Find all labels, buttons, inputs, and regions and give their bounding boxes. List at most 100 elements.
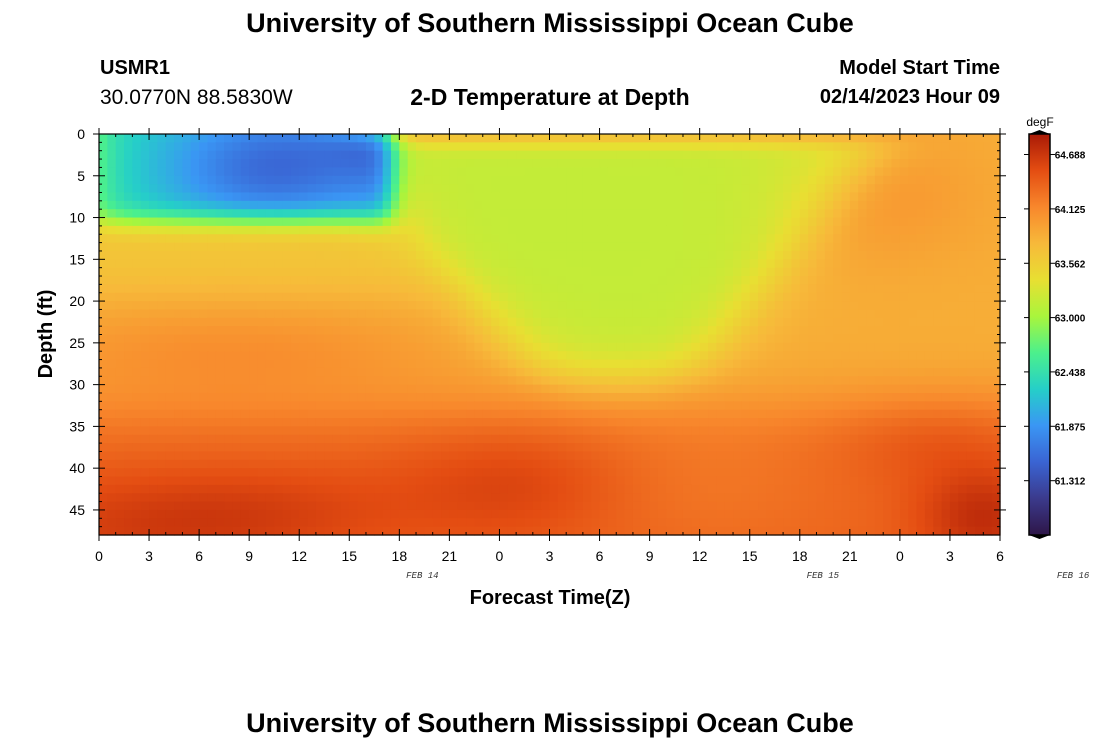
heatmap-cell xyxy=(290,434,300,444)
heatmap-cell xyxy=(983,184,993,194)
heatmap-cell xyxy=(174,217,184,227)
heatmap-cell xyxy=(616,351,626,361)
heatmap-cell xyxy=(299,267,309,277)
heatmap-cell xyxy=(657,267,667,277)
heatmap-cell xyxy=(991,376,1001,386)
heatmap-cell xyxy=(140,484,150,494)
heatmap-cell xyxy=(874,167,884,177)
heatmap-cell xyxy=(699,267,709,277)
heatmap-cell xyxy=(858,384,868,394)
heatmap-cell xyxy=(958,284,968,294)
heatmap-cell xyxy=(883,225,893,235)
heatmap-cell xyxy=(441,317,450,327)
heatmap-cell xyxy=(140,234,150,244)
heatmap-cell xyxy=(532,292,542,302)
heatmap-cell xyxy=(299,468,309,478)
heatmap-cell xyxy=(332,159,342,169)
heatmap-cell xyxy=(858,484,868,494)
heatmap-cell xyxy=(557,317,567,327)
heatmap-cell xyxy=(699,334,709,344)
heatmap-cell xyxy=(399,509,409,519)
heatmap-cell xyxy=(808,434,818,444)
heatmap-cell xyxy=(474,342,484,352)
heatmap-cell xyxy=(974,468,984,478)
heatmap-cell xyxy=(641,326,651,336)
heatmap-cell xyxy=(474,326,484,336)
heatmap-cell xyxy=(307,401,317,411)
heatmap-cell xyxy=(174,434,184,444)
heatmap-cell xyxy=(816,351,826,361)
heatmap-cell xyxy=(407,459,417,469)
heatmap-cell xyxy=(491,451,501,461)
heatmap-cell xyxy=(891,326,901,336)
heatmap-cell xyxy=(849,443,859,453)
heatmap-cell xyxy=(891,167,901,177)
heatmap-cell xyxy=(424,267,434,277)
heatmap-cell xyxy=(340,409,350,419)
heatmap-cell xyxy=(883,342,893,352)
heatmap-cell xyxy=(591,409,601,419)
heatmap-cell xyxy=(532,451,542,461)
heatmap-cell xyxy=(874,468,884,478)
heatmap-cell xyxy=(774,459,784,469)
heatmap-cell xyxy=(149,459,158,469)
heatmap-cell xyxy=(382,409,392,419)
heatmap-cell xyxy=(958,376,968,386)
heatmap-cell xyxy=(607,317,617,327)
heatmap-cell xyxy=(532,142,542,152)
heatmap-cell xyxy=(249,159,259,169)
heatmap-cell xyxy=(332,276,342,285)
heatmap-cell xyxy=(215,359,225,369)
heatmap-cell xyxy=(599,426,609,436)
heatmap-cell xyxy=(140,509,150,519)
heatmap-cell xyxy=(399,451,409,461)
heatmap-cell xyxy=(207,159,217,169)
heatmap-cell xyxy=(399,159,409,169)
heatmap-cell xyxy=(791,234,801,244)
heatmap-cell xyxy=(733,250,742,260)
heatmap-cell xyxy=(124,418,133,427)
heatmap-cell xyxy=(224,501,234,511)
heatmap-cell xyxy=(265,250,275,260)
heatmap-cell xyxy=(182,184,192,194)
heatmap-cell xyxy=(491,501,501,511)
heatmap-cell xyxy=(557,509,567,519)
heatmap-cell xyxy=(891,317,901,327)
heatmap-cell xyxy=(632,217,642,227)
heatmap-cell xyxy=(708,192,717,202)
heatmap-cell xyxy=(340,284,350,294)
heatmap-cell xyxy=(716,184,726,194)
heatmap-cell xyxy=(532,309,542,319)
heatmap-cell xyxy=(132,259,142,269)
heatmap-cell xyxy=(299,200,309,210)
heatmap-cell xyxy=(232,451,242,461)
heatmap-cell xyxy=(983,359,993,369)
heatmap-cell xyxy=(958,392,968,402)
heatmap-cell xyxy=(399,384,409,394)
heatmap-cell xyxy=(157,501,167,511)
heatmap-cell xyxy=(557,376,567,386)
heatmap-cell xyxy=(524,250,534,260)
heatmap-cell xyxy=(182,167,192,177)
heatmap-cell xyxy=(749,200,759,210)
heatmap-cell xyxy=(332,351,342,361)
heatmap-cell xyxy=(399,443,409,453)
heatmap-cell xyxy=(140,476,150,486)
heatmap-cell xyxy=(824,484,834,494)
heatmap-cell xyxy=(265,150,275,160)
heatmap-cell xyxy=(541,159,551,169)
heatmap-cell xyxy=(390,284,400,294)
heatmap-cell xyxy=(908,159,918,169)
heatmap-cell xyxy=(165,142,175,152)
heatmap-cell xyxy=(190,159,200,169)
heatmap-cell xyxy=(783,284,793,294)
heatmap-cell xyxy=(949,242,959,252)
heatmap-cell xyxy=(332,493,342,503)
heatmap-cell xyxy=(107,184,117,194)
heatmap-cell xyxy=(432,284,442,294)
heatmap-cell xyxy=(249,234,259,244)
heatmap-cell xyxy=(966,468,976,478)
heatmap-cell xyxy=(607,192,617,202)
heatmap-cell xyxy=(849,184,859,194)
heatmap-cell xyxy=(924,192,934,202)
